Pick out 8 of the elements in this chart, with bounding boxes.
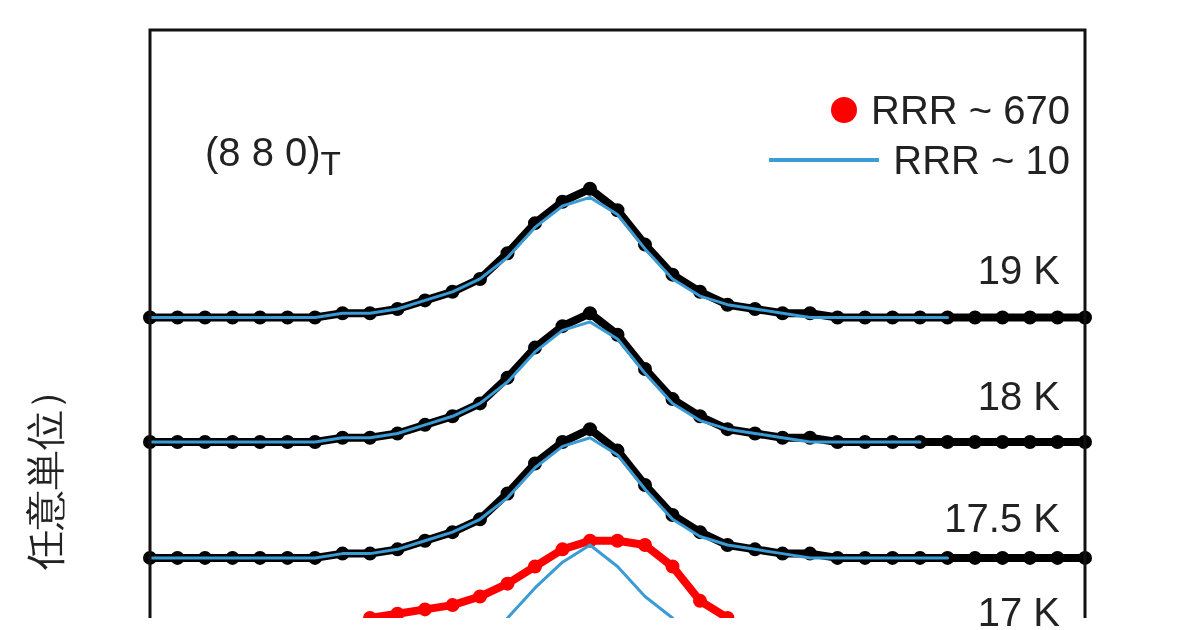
annotation: 19 K (977, 248, 1060, 293)
legend-label: RRR ~ 670 (871, 87, 1070, 133)
annotation: 17.5 K (944, 496, 1060, 541)
annotation: 18 K (977, 374, 1060, 419)
legend-label: RRR ~ 10 (893, 137, 1070, 183)
text: (8 8 0)$_{T}$ (205, 130, 341, 183)
y-axis-title: 任意単位） (21, 370, 68, 570)
annotation: 17 K (977, 590, 1060, 630)
